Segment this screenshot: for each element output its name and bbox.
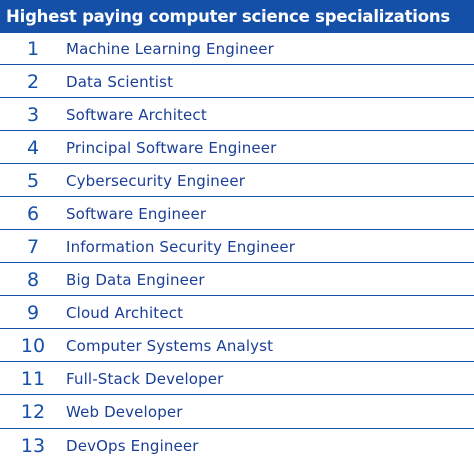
table-row: 12 Web Developer (0, 397, 474, 429)
table-row: 2 Data Scientist (0, 66, 474, 99)
specialization-label: Principal Software Engineer (66, 138, 277, 157)
table-row: 11 Full-Stack Developer (0, 363, 474, 396)
specialization-label: Big Data Engineer (66, 270, 205, 289)
rank-number: 4 (26, 136, 40, 159)
specialization-label: Data Scientist (66, 72, 174, 91)
rank-number: 1 (26, 37, 40, 60)
specialization-label: Cloud Architect (66, 303, 184, 322)
specialization-label: DevOps Engineer (66, 436, 199, 455)
rank-number: 11 (20, 367, 46, 390)
table-row: 1 Machine Learning Engineer (0, 33, 474, 65)
table-row: 10 Computer Systems Analyst (0, 330, 474, 363)
rank-number: 5 (26, 169, 40, 192)
rank-number: 2 (26, 70, 40, 93)
table-row: 6 Software Engineer (0, 198, 474, 231)
table-row: 9 Cloud Architect (0, 297, 474, 330)
table-row: 13 DevOps Engineer (0, 430, 474, 462)
rank-number: 7 (26, 235, 40, 258)
specialization-label: Software Architect (66, 105, 207, 124)
table-body: 1 Machine Learning Engineer 2 Data Scien… (0, 33, 474, 462)
specialization-label: Software Engineer (66, 204, 207, 223)
table-row: 4 Principal Software Engineer (0, 132, 474, 165)
rank-number: 6 (26, 202, 40, 225)
table-row: 7 Information Security Engineer (0, 231, 474, 264)
table-title: Highest paying computer science speciali… (6, 7, 451, 26)
specialization-label: Full-Stack Developer (66, 369, 224, 388)
rank-number: 8 (26, 268, 40, 291)
specialization-label: Cybersecurity Engineer (66, 171, 246, 190)
specialization-label: Information Security Engineer (66, 237, 296, 256)
rank-number: 9 (26, 301, 40, 324)
table-header: Highest paying computer science speciali… (0, 0, 474, 33)
specialization-label: Web Developer (66, 403, 183, 422)
rank-number: 13 (20, 434, 46, 457)
rank-number: 10 (20, 334, 46, 357)
table-row: 8 Big Data Engineer (0, 264, 474, 297)
table-row: 5 Cybersecurity Engineer (0, 165, 474, 198)
specialization-label: Machine Learning Engineer (66, 39, 275, 58)
table-row: 3 Software Architect (0, 99, 474, 132)
specialization-label: Computer Systems Analyst (66, 336, 274, 355)
rank-number: 12 (20, 401, 46, 424)
rank-number: 3 (26, 103, 40, 126)
